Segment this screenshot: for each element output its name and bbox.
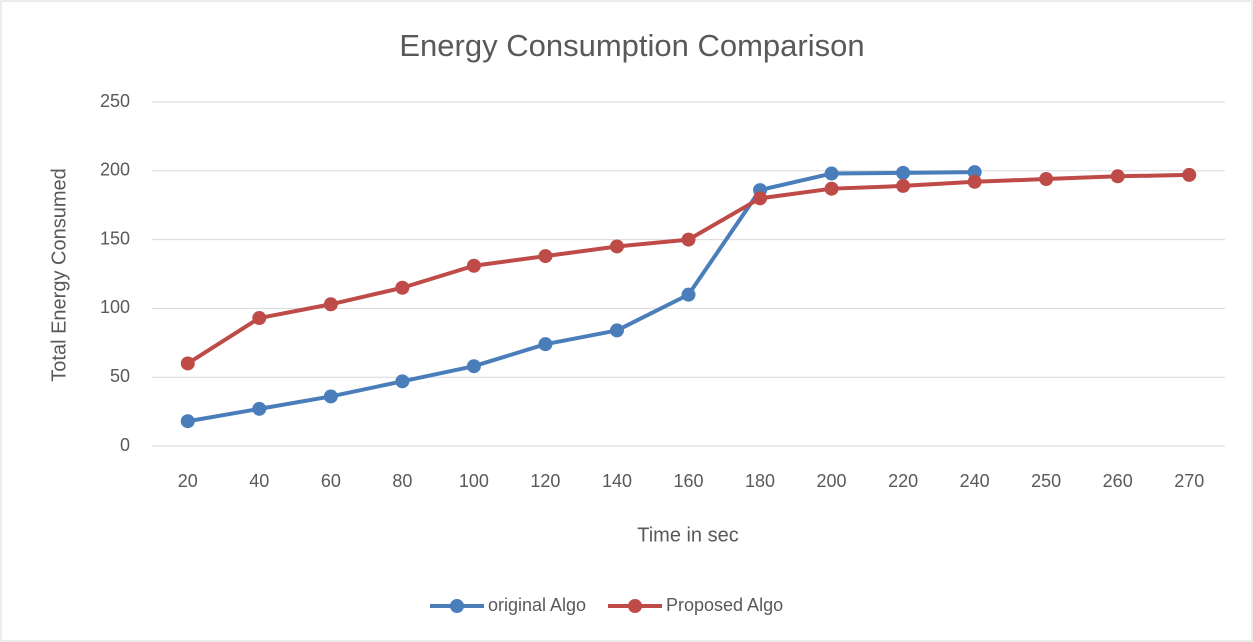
x-tick-label: 200	[817, 471, 847, 491]
y-tick-label: 100	[100, 297, 130, 317]
y-tick-label: 150	[100, 228, 130, 248]
point	[1110, 169, 1125, 184]
x-tick-label: 220	[888, 471, 918, 491]
x-tick-label: 160	[673, 471, 703, 491]
x-tick-label: 40	[249, 471, 269, 491]
x-tick-label: 260	[1103, 471, 1133, 491]
y-axis-label: Total Energy Consumed	[48, 168, 70, 381]
point	[1039, 172, 1054, 187]
x-tick-label: 180	[745, 471, 775, 491]
legend-label: Proposed Algo	[666, 595, 783, 615]
x-axis-label: Time in sec	[637, 524, 739, 546]
y-tick-label: 250	[100, 91, 130, 111]
point	[252, 311, 267, 326]
point	[681, 287, 696, 302]
x-tick-label: 60	[321, 471, 341, 491]
point	[609, 323, 624, 338]
point	[180, 356, 195, 371]
point	[1182, 167, 1197, 182]
y-tick-label: 50	[110, 366, 130, 386]
point	[824, 166, 839, 181]
point	[967, 165, 982, 180]
x-tick-label: 120	[530, 471, 560, 491]
point	[967, 174, 982, 189]
point	[180, 414, 195, 429]
point	[323, 297, 338, 312]
chart-title: Energy Consumption Comparison	[399, 28, 864, 63]
x-tick-label: 20	[178, 471, 198, 491]
point	[323, 389, 338, 404]
point	[896, 165, 911, 180]
legend-marker	[450, 599, 464, 613]
point	[252, 401, 267, 416]
point	[896, 178, 911, 193]
x-tick-label: 140	[602, 471, 632, 491]
y-tick-label: 200	[100, 160, 130, 180]
point	[681, 232, 696, 247]
series-line	[187, 170, 975, 424]
point	[466, 258, 481, 273]
point	[609, 239, 624, 254]
point	[395, 280, 410, 295]
point	[538, 337, 553, 352]
x-tick-label: 270	[1174, 471, 1204, 491]
point	[824, 181, 839, 196]
legend-marker	[628, 599, 642, 613]
legend-label: original Algo	[488, 595, 586, 615]
x-tick-label: 100	[459, 471, 489, 491]
point	[538, 249, 553, 264]
y-tick-label: 0	[120, 435, 130, 455]
point	[753, 191, 768, 206]
point	[466, 359, 481, 374]
x-tick-label: 80	[392, 471, 412, 491]
point	[395, 374, 410, 389]
x-tick-label: 240	[960, 471, 990, 491]
x-tick-label: 250	[1031, 471, 1061, 491]
